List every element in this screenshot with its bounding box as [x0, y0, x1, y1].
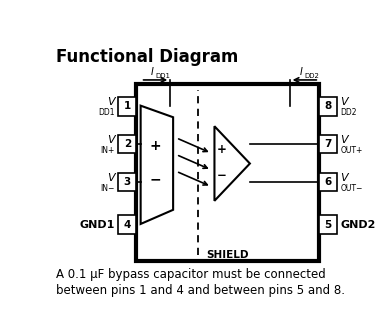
- Text: I: I: [151, 67, 154, 77]
- Text: 7: 7: [325, 139, 332, 149]
- Text: V: V: [341, 97, 348, 107]
- Text: +: +: [217, 143, 227, 156]
- Text: −: −: [150, 173, 161, 187]
- Text: DD1: DD1: [98, 109, 115, 118]
- Text: between pins 1 and 4 and between pins 5 and 8.: between pins 1 and 4 and between pins 5 …: [56, 285, 346, 297]
- Text: V: V: [107, 172, 115, 182]
- Text: GND1: GND1: [80, 220, 115, 230]
- Bar: [319, 173, 337, 191]
- Text: OUT+: OUT+: [341, 146, 363, 155]
- Text: DD1: DD1: [155, 73, 170, 78]
- Text: 3: 3: [124, 177, 131, 187]
- Bar: [118, 97, 136, 116]
- Bar: [118, 215, 136, 234]
- Text: DD2: DD2: [304, 73, 319, 78]
- Bar: [319, 215, 337, 234]
- Polygon shape: [141, 106, 173, 224]
- Bar: [319, 97, 337, 116]
- Text: V: V: [107, 135, 115, 145]
- Text: 1: 1: [124, 102, 131, 112]
- Text: 5: 5: [325, 220, 332, 230]
- Text: −: −: [217, 169, 227, 182]
- Polygon shape: [215, 126, 250, 201]
- Text: SHIELD: SHIELD: [207, 250, 249, 260]
- Text: OUT−: OUT−: [341, 184, 363, 193]
- Text: 2: 2: [124, 139, 131, 149]
- Bar: [319, 135, 337, 154]
- Text: 8: 8: [325, 102, 332, 112]
- Text: V: V: [341, 135, 348, 145]
- Text: IN−: IN−: [101, 184, 115, 193]
- Text: Functional Diagram: Functional Diagram: [56, 48, 239, 66]
- Text: V: V: [107, 97, 115, 107]
- Text: V: V: [341, 172, 348, 182]
- Text: IN+: IN+: [101, 146, 115, 155]
- Bar: [118, 135, 136, 154]
- Text: I: I: [300, 67, 303, 77]
- Text: GND2: GND2: [341, 220, 376, 230]
- Text: DD2: DD2: [341, 109, 357, 118]
- Text: 6: 6: [325, 177, 332, 187]
- Bar: [118, 173, 136, 191]
- Text: A 0.1 μF bypass capacitor must be connected: A 0.1 μF bypass capacitor must be connec…: [56, 268, 326, 281]
- Text: +: +: [150, 139, 161, 153]
- Bar: [136, 84, 319, 261]
- Text: 4: 4: [124, 220, 131, 230]
